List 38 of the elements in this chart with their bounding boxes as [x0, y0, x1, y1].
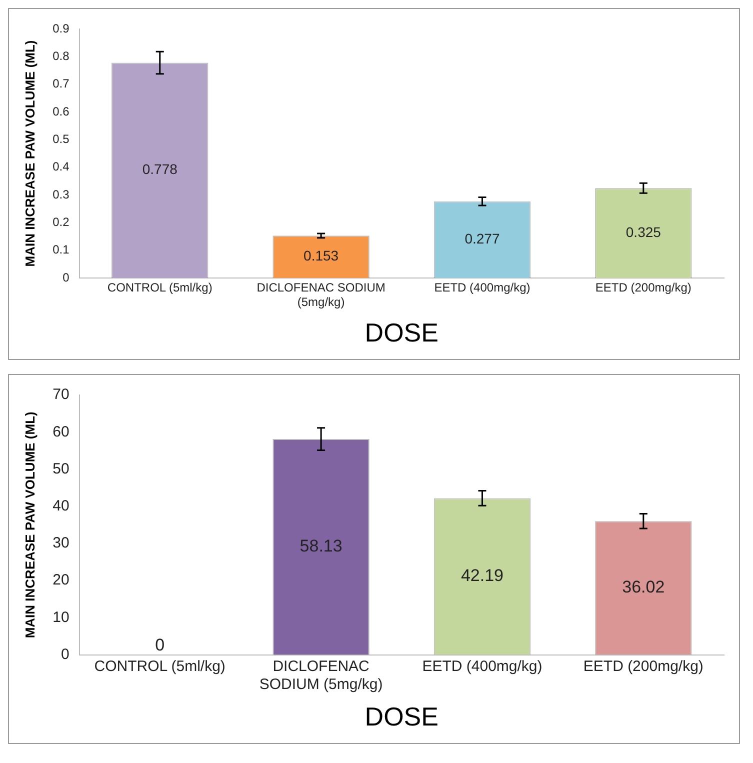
data-label: 0: [155, 635, 165, 654]
y-tick-label: 0.8: [52, 48, 70, 63]
y-tick-label: 0.3: [52, 187, 70, 202]
x-tick-label: EETD (200mg/kg): [595, 280, 692, 295]
data-label: 58.13: [300, 536, 342, 556]
data-label: 0.325: [626, 224, 662, 240]
data-label: 0.277: [464, 230, 500, 247]
y-tick-label: 0.9: [52, 21, 70, 36]
y-tick-label: 20: [52, 572, 70, 589]
x-tick-label: EETD (200mg/kg): [583, 658, 704, 675]
y-tick-label: 0.5: [52, 132, 70, 146]
y-tick-label: 0: [60, 646, 70, 663]
x-tick-label: EETD (400mg/kg): [422, 658, 542, 675]
x-axis-title: DOSE: [364, 702, 438, 732]
y-tick-label: 0.1: [52, 242, 70, 257]
x-tick-label: DICLOFENAC SODIUM (5mg/kg): [256, 280, 386, 309]
y-tick-label: 30: [52, 534, 70, 552]
y-tick-label: 60: [52, 423, 70, 440]
y-tick-label: 0: [62, 270, 70, 284]
x-tick-label: DICLOFENAC SODIUM (5mg/kg): [259, 658, 383, 693]
y-tick-label: 0.6: [52, 104, 70, 118]
data-label: 36.02: [622, 578, 665, 597]
y-tick-label: 0.4: [52, 160, 70, 174]
x-tick-label: CONTROL (5ml/kg): [107, 280, 212, 295]
x-tick-label: EETD (400mg/kg): [434, 280, 530, 295]
data-label: 42.19: [460, 566, 504, 586]
y-axis-title: MAIN INCREASE PAW VOLUME (ML): [22, 40, 38, 267]
y-tick-label: 0.2: [52, 214, 70, 229]
x-tick-label: CONTROL (5ml/kg): [94, 658, 226, 675]
y-tick-label: 40: [52, 497, 70, 514]
y-tick-label: 10: [52, 608, 70, 626]
data-label: 0.778: [142, 161, 178, 178]
x-axis-title: DOSE: [364, 318, 438, 348]
y-axis-title: MAIN INCREASE PAW VOLUME (ML): [22, 412, 38, 638]
data-label: 0.153: [304, 248, 339, 264]
y-tick-label: 70: [52, 386, 70, 404]
y-tick-label: 50: [52, 460, 70, 478]
y-tick-label: 0.7: [52, 76, 70, 91]
